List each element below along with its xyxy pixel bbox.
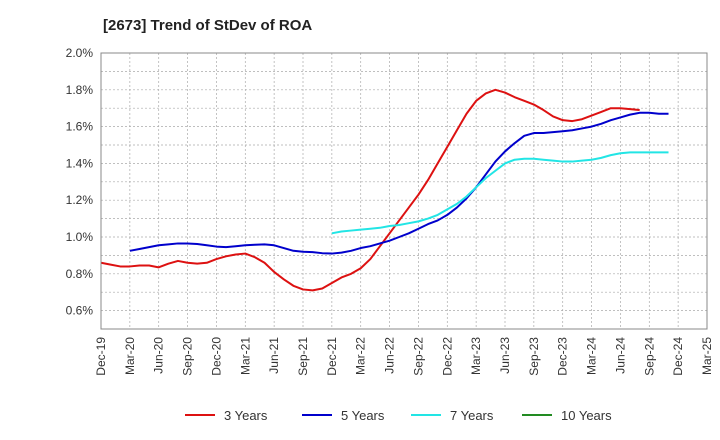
legend-label: 3 Years (224, 408, 268, 423)
y-tick-label: 1.8% (66, 83, 94, 97)
y-tick-label: 1.4% (66, 156, 94, 170)
x-tick-label: Dec-20 (209, 337, 223, 376)
x-tick-label: Mar-23 (469, 337, 483, 375)
x-tick-label: Sep-21 (296, 337, 310, 376)
x-tick-label: Mar-22 (354, 337, 368, 375)
x-tick-label: Jun-20 (152, 337, 166, 374)
legend: 3 Years 5 Years 7 Years 10 Years (185, 408, 612, 423)
x-tick-label: Dec-23 (556, 337, 570, 376)
x-tick-label: Mar-24 (585, 337, 599, 375)
grid (101, 53, 707, 329)
y-tick-label: 2.0% (66, 46, 94, 60)
y-tick-label: 1.6% (66, 120, 94, 134)
x-tick-label: Dec-22 (440, 337, 454, 376)
y-tick-label: 0.6% (66, 304, 94, 318)
x-tick-label: Sep-20 (181, 337, 195, 376)
x-axis-ticks: Dec-19 Mar-20 Jun-20 Sep-20 Dec-20 Mar-21 Jun-… (94, 337, 714, 376)
y-axis-ticks: 0.6% 0.8% 1.0% 1.2% 1.4% 1.6% 1.8% 2.0% (66, 46, 94, 318)
x-tick-label: Dec-19 (94, 337, 108, 376)
y-tick-label: 1.2% (66, 193, 94, 207)
series-lines (100, 88, 669, 292)
x-tick-label: Sep-22 (411, 337, 425, 376)
x-tick-label: Jun-23 (498, 337, 512, 374)
x-tick-label: Jun-21 (267, 337, 281, 374)
legend-label: 5 Years (341, 408, 385, 423)
plot-frame (100, 52, 708, 330)
chart-title: [2673] Trend of StDev of ROA (103, 17, 312, 34)
y-tick-label: 0.8% (66, 267, 94, 281)
legend-label: 10 Years (561, 408, 612, 423)
series-line-3-years (100, 88, 640, 292)
x-tick-label: Mar-21 (238, 337, 252, 375)
y-tick-label: 1.0% (66, 230, 94, 244)
legend-label: 7 Years (450, 408, 494, 423)
x-tick-label: Jun-24 (613, 337, 627, 374)
series-line-7-years (331, 151, 669, 235)
x-tick-label: Mar-20 (123, 337, 137, 375)
x-tick-label: Sep-23 (527, 337, 541, 376)
x-tick-label: Sep-24 (642, 337, 656, 376)
series-line-5-years (129, 111, 669, 255)
x-tick-label: Mar-25 (700, 337, 714, 375)
x-tick-label: Dec-24 (671, 337, 685, 376)
x-tick-label: Dec-21 (325, 337, 339, 376)
x-tick-label: Jun-22 (383, 337, 397, 374)
